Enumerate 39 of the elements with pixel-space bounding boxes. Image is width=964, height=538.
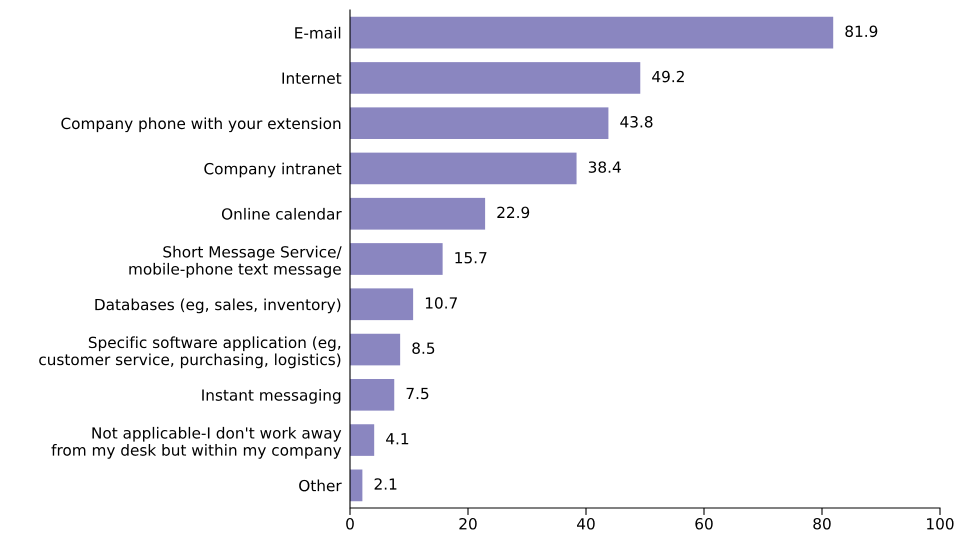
bar (350, 198, 486, 230)
bar (350, 107, 608, 140)
x-tick-label: 80 (813, 518, 831, 530)
y-tick-label: Other (299, 480, 342, 492)
data-label: 4.1 (386, 433, 408, 444)
data-label: 22.9 (497, 206, 530, 218)
x-tick-label: 20 (459, 518, 477, 530)
data-label: 8.5 (412, 342, 434, 354)
bar (350, 334, 400, 366)
data-label: 10.7 (426, 297, 457, 309)
y-tick-label: Internet (282, 72, 342, 84)
data-label: 49.2 (652, 70, 684, 82)
bar (350, 470, 362, 502)
y-tick-label: Online calendar (222, 208, 342, 220)
x-tick-label: 40 (577, 518, 595, 530)
y-tick-label: Specific software application (eg, customer service, purchasing, logistics) (39, 336, 340, 368)
y-tick-label: Company phone with your extension (61, 117, 340, 132)
data-label: 43.8 (620, 116, 653, 128)
y-tick-label: Not applicable-I don't work away from my desk but within my company (51, 426, 342, 459)
bar (350, 288, 414, 320)
y-tick-label: Company intranet (204, 162, 342, 178)
data-label: 38.4 (588, 161, 621, 173)
x-tick-label: 100 (927, 518, 954, 530)
data-label: 15.7 (455, 252, 486, 264)
bar (350, 16, 834, 48)
bar (350, 62, 640, 94)
y-tick-label: Databases (eg, sales, inventory) (95, 298, 340, 314)
x-tick-label: 0 (346, 518, 354, 530)
bar (350, 378, 394, 411)
data-label: 81.9 (845, 26, 878, 38)
x-tick-label: 60 (695, 518, 713, 530)
data-label: 2.1 (374, 478, 396, 490)
y-tick-label: Short Message Service/ mobile-phone text message (129, 246, 342, 278)
bar (350, 424, 374, 456)
data-label: 7.5 (406, 388, 428, 400)
bar (350, 152, 577, 184)
bar (350, 243, 443, 275)
y-tick-label: Instant messaging (202, 389, 340, 404)
y-tick-label: E-mail (295, 26, 340, 39)
